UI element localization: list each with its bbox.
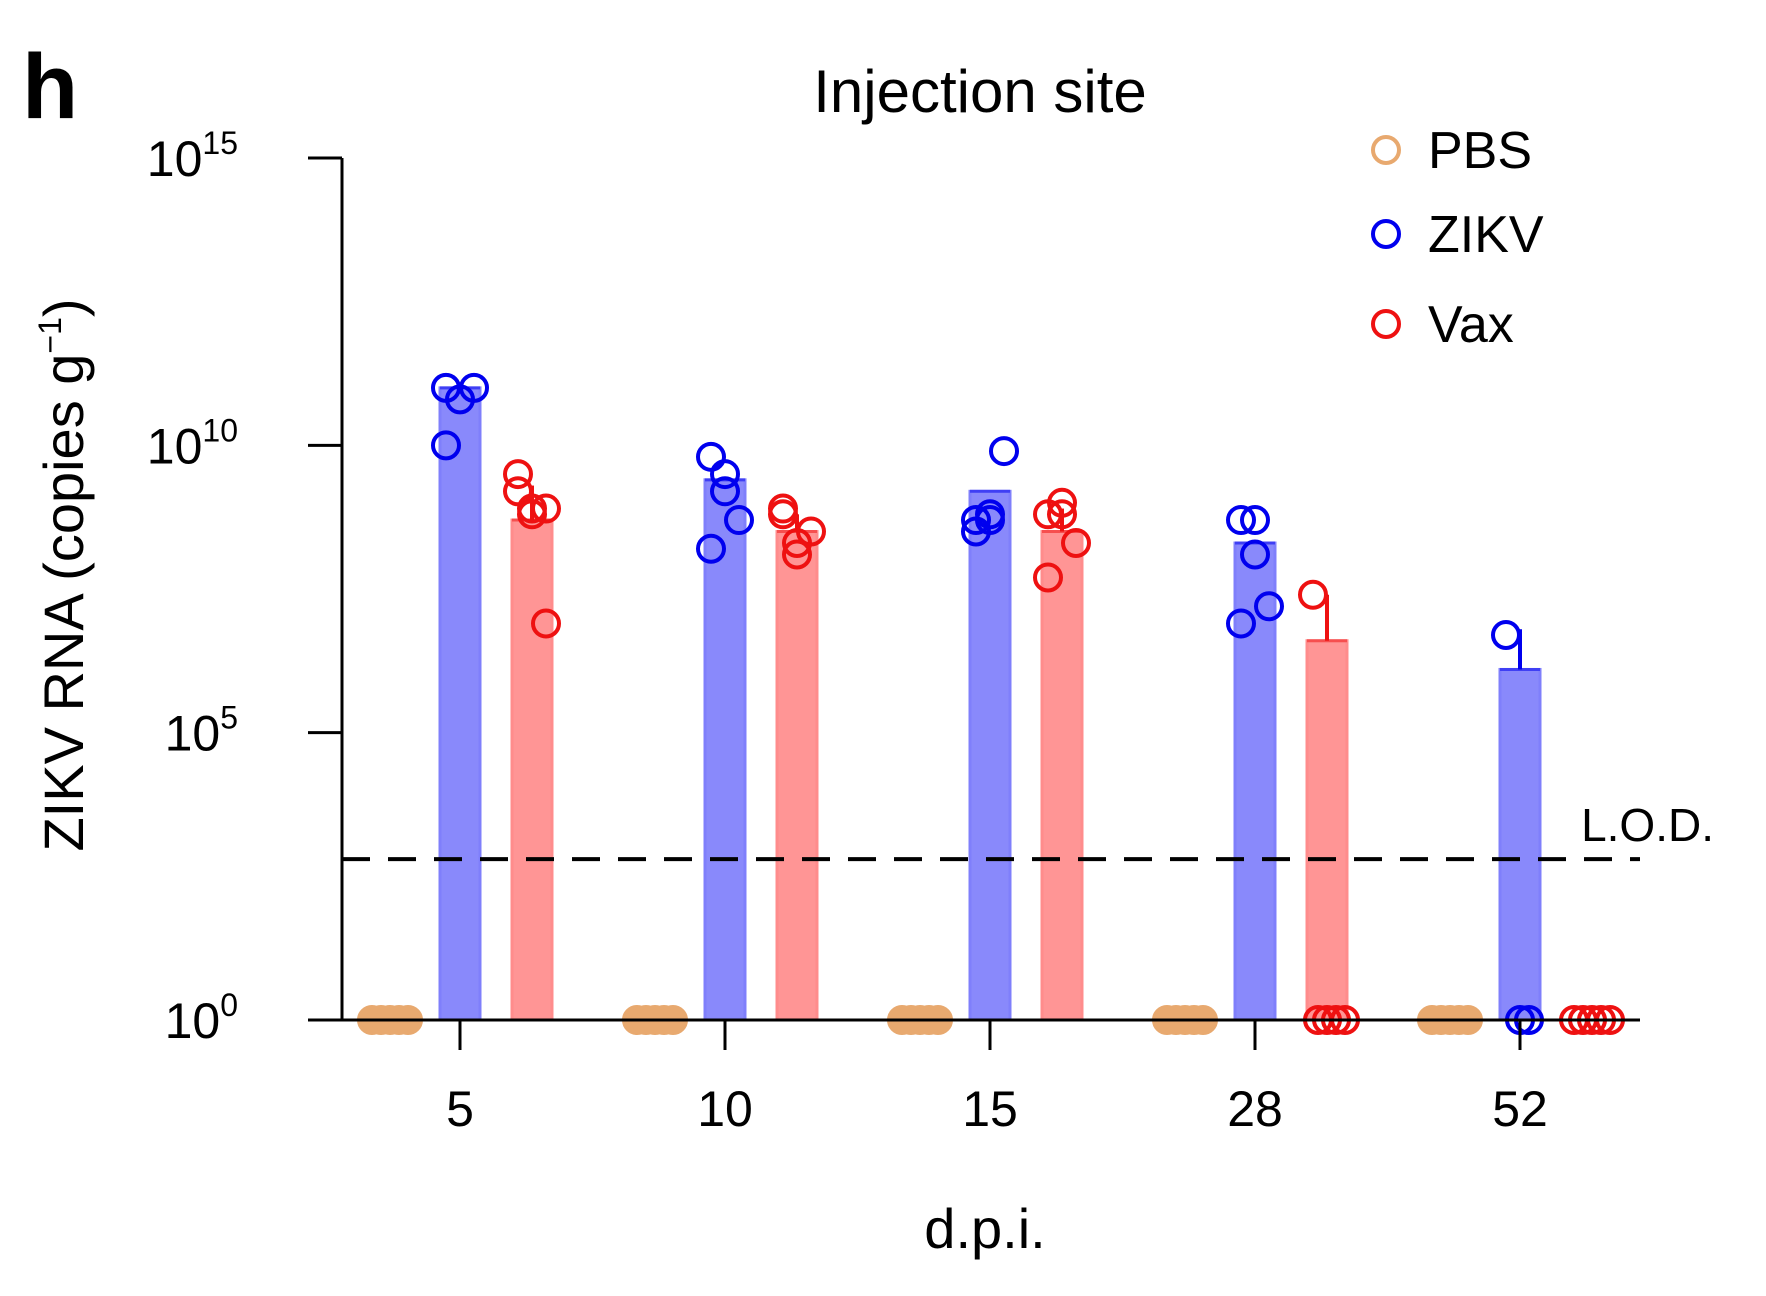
y-axis-label-close: ) — [32, 298, 95, 317]
bar-vax-5 — [510, 518, 554, 1022]
bar-vax-10 — [775, 530, 819, 1022]
legend: PBS ZIKV Vax — [1371, 122, 1544, 354]
bar-vax-28 — [1305, 639, 1349, 1022]
point-zikv-15 — [961, 505, 991, 536]
point-vax-15 — [1047, 499, 1077, 530]
point-zikv-10 — [696, 533, 726, 564]
lod-line-group: L.O.D. — [342, 799, 1714, 862]
point-zikv-28 — [1254, 591, 1284, 622]
point-vax-10 — [768, 499, 798, 530]
point-zikv-10 — [696, 441, 726, 472]
x-tick-label-28: 28 — [1227, 1081, 1283, 1137]
legend-marker-pbs — [1371, 135, 1401, 165]
point-vax-10 — [782, 539, 812, 570]
lod-label: L.O.D. — [1581, 799, 1714, 851]
y-axis-label-text: ZIKV RNA (copies g — [32, 354, 95, 852]
point-zikv-28 — [1226, 608, 1256, 639]
bar-zikv-28 — [1233, 541, 1277, 1022]
point-vax-5 — [517, 499, 547, 530]
y-tick-label-15: 1015 — [147, 125, 238, 187]
x-tick-label-15: 15 — [962, 1081, 1018, 1137]
bars — [438, 386, 1542, 1022]
legend-label-pbs: PBS — [1428, 122, 1532, 180]
legend-marker-zikv — [1371, 219, 1401, 249]
point-vax-10 — [796, 516, 826, 547]
point-vax-15 — [1061, 528, 1091, 559]
legend-marker-vax — [1371, 309, 1401, 339]
point-zikv-28 — [1226, 505, 1256, 536]
y-tick-label-5: 105 — [165, 700, 238, 762]
point-zikv-10 — [724, 505, 754, 536]
legend-label-vax: Vax — [1428, 296, 1514, 354]
svg-text:ZIKV RNA (copies g−1): ZIKV RNA (copies g−1) — [32, 298, 95, 851]
bar-zikv-5 — [438, 386, 482, 1022]
bar-zikv-15 — [968, 489, 1012, 1022]
x-tick-label-5: 5 — [446, 1081, 474, 1137]
point-zikv-15 — [989, 436, 1019, 467]
bar-zikv-52 — [1498, 667, 1542, 1022]
point-zikv-10 — [710, 459, 740, 490]
x-axis-label: d.p.i. — [924, 1197, 1045, 1260]
panel-label: h — [22, 36, 78, 138]
point-zikv-5 — [459, 372, 489, 403]
bar-vax-15 — [1040, 530, 1084, 1022]
y-axis-label-sup: −1 — [32, 317, 68, 353]
x-ticks: 5 10 15 28 52 — [446, 1020, 1548, 1137]
point-zikv-10 — [710, 476, 740, 507]
point-vax-28 — [1298, 579, 1328, 610]
y-axis-label: ZIKV RNA (copies g−1) — [32, 298, 95, 851]
point-zikv-5 — [431, 430, 461, 461]
point-zikv-28 — [1240, 539, 1270, 570]
x-tick-label-10: 10 — [697, 1081, 753, 1137]
point-zikv-15 — [975, 499, 1005, 530]
x-tick-label-52: 52 — [1492, 1081, 1548, 1137]
y-tick-label-0: 100 — [165, 987, 238, 1049]
point-vax-5 — [531, 608, 561, 639]
y-ticks: 1015 1010 105 100 — [147, 125, 342, 1049]
point-vax-5 — [531, 493, 561, 524]
point-zikv-28 — [1240, 505, 1270, 536]
point-vax-5 — [503, 476, 533, 507]
point-vax-15 — [1033, 562, 1063, 593]
chart-title: Injection site — [813, 58, 1147, 125]
legend-label-zikv: ZIKV — [1428, 206, 1544, 264]
point-zikv-52 — [1491, 619, 1521, 650]
y-tick-label-10: 1010 — [147, 412, 238, 474]
point-vax-15 — [1047, 487, 1077, 518]
point-vax-5 — [503, 459, 533, 490]
